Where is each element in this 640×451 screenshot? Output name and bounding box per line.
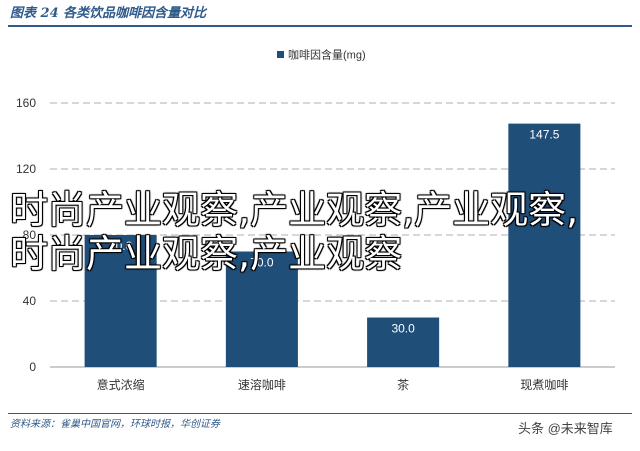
source-divider [8, 413, 632, 414]
data-label: 147.5 [529, 128, 559, 142]
x-axis-ticks: 意式浓缩 速溶咖啡 茶 现煮咖啡 [97, 377, 569, 392]
y-tick-label: 80 [23, 228, 37, 242]
title-divider [8, 25, 632, 27]
x-tick-label: 速溶咖啡 [238, 377, 286, 392]
legend-swatch [277, 51, 284, 58]
y-axis-ticks: 0 40 80 120 160 [16, 96, 36, 374]
y-tick-label: 120 [16, 162, 36, 176]
x-tick-label: 现煮咖啡 [520, 377, 568, 392]
data-label: 80.0 [109, 239, 133, 253]
data-label: 30.0 [391, 322, 415, 336]
y-tick-label: 40 [23, 294, 37, 308]
bar [508, 123, 581, 367]
bar [84, 235, 157, 367]
bar [225, 251, 298, 367]
bars [84, 123, 581, 367]
legend: 咖啡因含量(mg) [277, 48, 366, 62]
y-tick-label: 0 [29, 360, 36, 374]
x-tick-label: 茶 [397, 377, 409, 392]
y-tick-label: 160 [16, 96, 36, 110]
data-labels: 80.0 70.0 30.0 147.5 [109, 128, 560, 336]
figure-title: 图表 24 各类饮品咖啡因含量对比 [10, 6, 207, 21]
bar [367, 317, 440, 367]
legend-label: 咖啡因含量(mg) [288, 48, 366, 62]
source-note: 资料来源：雀巢中国官网，环球时报，华创证券 [10, 419, 220, 430]
author-watermark: 头条 @未来智库 [518, 421, 613, 436]
data-label: 70.0 [250, 256, 274, 270]
x-tick-label: 意式浓缩 [97, 377, 145, 392]
